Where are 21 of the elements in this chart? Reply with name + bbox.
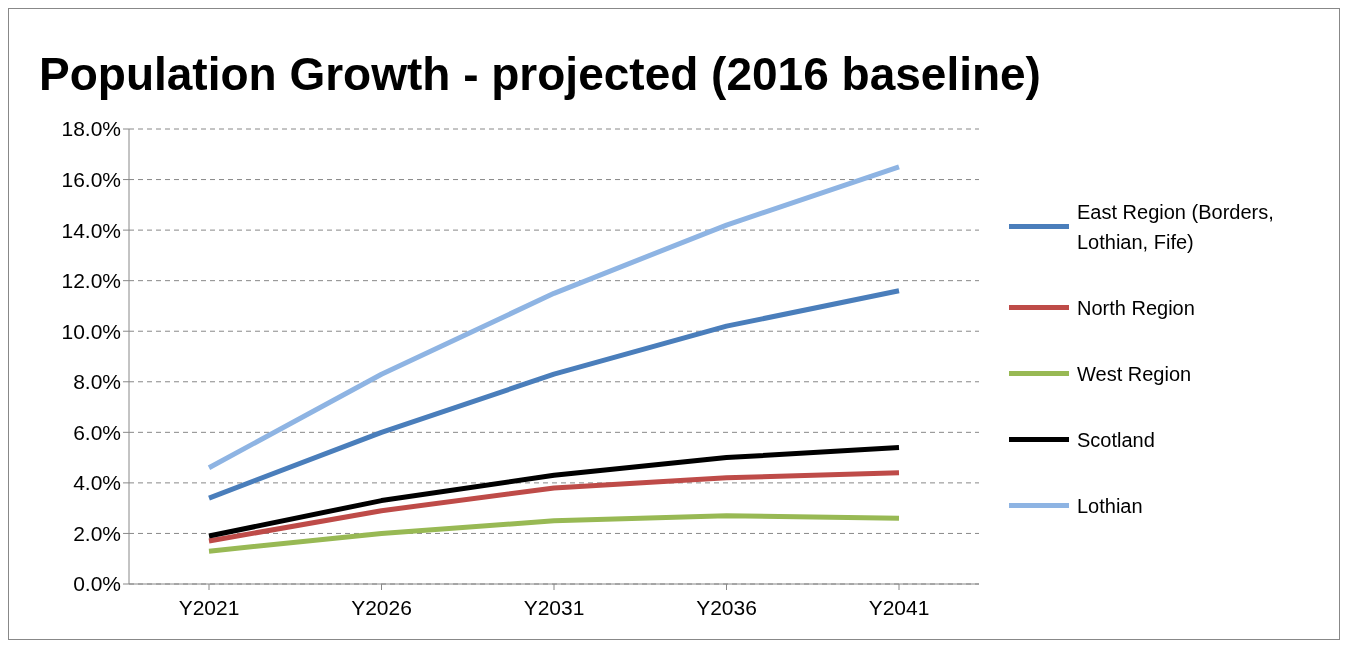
- legend-label: Lothian: [1077, 493, 1144, 519]
- x-tick-label: Y2041: [868, 595, 930, 619]
- legend-label: East Region (Borders, Lothian, Fife): [1077, 199, 1275, 255]
- legend-label: West Region: [1077, 361, 1193, 387]
- y-tick-label: 12.0%: [61, 269, 121, 293]
- legend-label: Scotland: [1077, 427, 1156, 453]
- y-tick-label: 10.0%: [61, 319, 121, 343]
- y-tick-label: 8.0%: [73, 370, 121, 394]
- x-tick-label: Y2021: [178, 595, 240, 619]
- x-tick-label: Y2026: [351, 595, 412, 619]
- x-tick-label: Y2036: [696, 595, 757, 619]
- y-tick-label: 4.0%: [73, 471, 121, 495]
- legend-label: North Region: [1077, 295, 1196, 321]
- x-tick-label: Y2031: [523, 595, 585, 619]
- y-tick-label: 14.0%: [61, 218, 121, 242]
- y-tick-label: 6.0%: [73, 420, 121, 444]
- chart-title: Population Growth - projected (2016 baseline): [39, 47, 1041, 101]
- y-tick-label: 16.0%: [61, 168, 121, 192]
- y-tick-label: 0.0%: [73, 572, 121, 596]
- y-tick-label: 18.0%: [61, 117, 121, 141]
- y-tick-label: 2.0%: [73, 521, 121, 545]
